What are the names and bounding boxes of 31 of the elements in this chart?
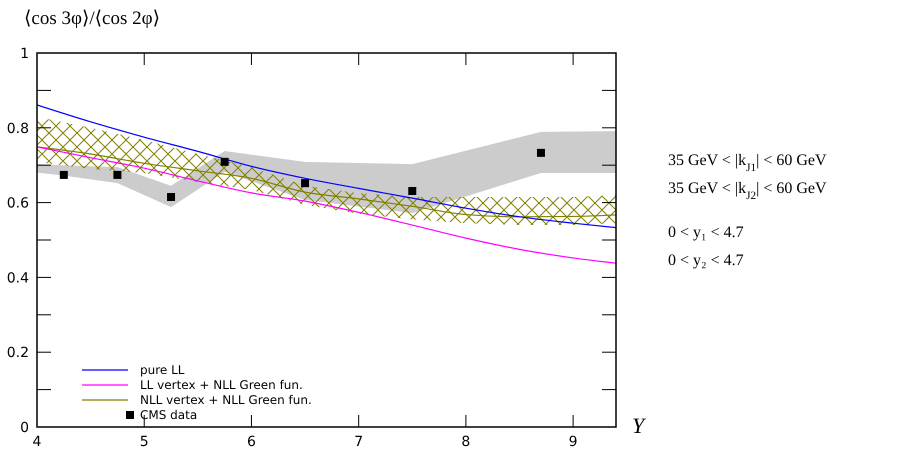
line-series <box>37 146 616 218</box>
point <box>113 170 122 179</box>
point <box>408 187 416 196</box>
text: 0 < y₁ < 4.7 <box>668 224 744 241</box>
legend-label: CMS data <box>140 408 198 422</box>
y-tick-label: 0.2 <box>6 345 29 362</box>
x-axis-title: Y <box>632 413 647 438</box>
y-tick-label: 0.6 <box>6 196 30 212</box>
x-tick-label: 6 <box>246 434 256 450</box>
y-tick-label: 0 <box>20 420 29 436</box>
point <box>220 158 229 166</box>
legend-label: pure LL <box>140 363 185 377</box>
point <box>536 148 545 157</box>
x-tick-label: 9 <box>568 434 578 450</box>
line-series <box>37 146 616 264</box>
point <box>301 179 310 188</box>
x-tick-label: 4 <box>32 434 42 450</box>
text: 0 < y₂ < 4.7 <box>668 252 744 269</box>
point <box>60 170 68 179</box>
legend-label: NLL vertex + NLL Green fun. <box>140 393 312 407</box>
text: 35 GeV < |k$_{J1}$| < 60 GeV <box>668 152 827 174</box>
y-tick-label: 0.8 <box>6 120 29 137</box>
x-tick-label: 7 <box>354 434 364 450</box>
y-tick-label: 0.4 <box>6 270 30 286</box>
legend-label: LL vertex + NLL Green fun. <box>140 378 303 392</box>
point <box>167 192 176 201</box>
x-tick-label: 8 <box>461 434 470 450</box>
y-tick-label: 1 <box>20 46 29 62</box>
y-axis-title: ⟨cos 3φ⟩/⟨cos 2φ⟩ <box>24 8 160 29</box>
x-tick-label: 5 <box>140 434 149 450</box>
text: 35 GeV < |k$_{J2}$| < 60 GeV <box>668 180 827 202</box>
